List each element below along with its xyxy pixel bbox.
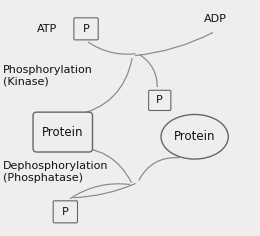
- Ellipse shape: [161, 114, 228, 159]
- FancyArrowPatch shape: [74, 184, 135, 198]
- FancyArrowPatch shape: [72, 148, 131, 182]
- FancyArrowPatch shape: [76, 59, 132, 115]
- Text: P: P: [83, 24, 89, 34]
- FancyBboxPatch shape: [149, 90, 171, 110]
- Text: Protein: Protein: [174, 130, 215, 143]
- FancyArrowPatch shape: [88, 42, 135, 54]
- FancyBboxPatch shape: [33, 112, 93, 152]
- FancyArrowPatch shape: [135, 33, 212, 55]
- FancyArrowPatch shape: [70, 184, 130, 198]
- FancyBboxPatch shape: [53, 201, 77, 223]
- Text: Phosphorylation
(Kinase): Phosphorylation (Kinase): [3, 65, 93, 87]
- FancyBboxPatch shape: [74, 18, 98, 40]
- Text: ATP: ATP: [37, 24, 57, 34]
- Text: Dephosphorylation
(Phosphatase): Dephosphorylation (Phosphatase): [3, 161, 109, 183]
- FancyArrowPatch shape: [139, 158, 179, 180]
- Text: P: P: [156, 95, 163, 105]
- FancyArrowPatch shape: [140, 55, 157, 86]
- Text: ADP: ADP: [204, 14, 227, 24]
- Text: P: P: [62, 207, 69, 217]
- Text: Protein: Protein: [42, 126, 83, 139]
